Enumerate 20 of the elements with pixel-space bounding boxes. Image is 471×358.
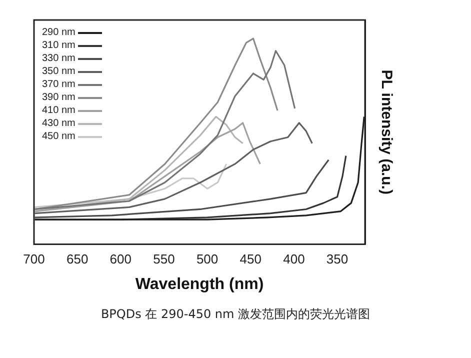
x-tick-label: 650 [66, 252, 88, 267]
y-axis-title: PL intensity (a.u.) [378, 70, 395, 194]
legend-label: 290 nm [42, 26, 76, 39]
legend-label: 410 nm [42, 104, 76, 117]
x-axis-title: Wavelength (nm) [135, 276, 264, 293]
x-tick-label: 500 [196, 252, 218, 267]
legend-label: 390 nm [42, 91, 76, 104]
x-tick-label: 600 [110, 252, 132, 267]
x-tick-label: 350 [326, 252, 348, 267]
legend-label: 330 nm [42, 52, 76, 65]
legend-label: 310 nm [42, 39, 76, 52]
x-tick-label: 400 [283, 252, 305, 267]
legend-label: 350 nm [42, 65, 76, 78]
legend-label: 450 nm [42, 130, 76, 143]
text: BPQDs 在 290-450 nm 激发范围内的荧光光谱图 [100, 306, 372, 323]
legend-label: 370 nm [42, 78, 76, 91]
legend-label: 430 nm [42, 117, 76, 130]
x-tick-label: 700 [23, 252, 45, 267]
x-tick-label: 450 [240, 252, 262, 267]
x-tick-label: 550 [153, 252, 175, 267]
